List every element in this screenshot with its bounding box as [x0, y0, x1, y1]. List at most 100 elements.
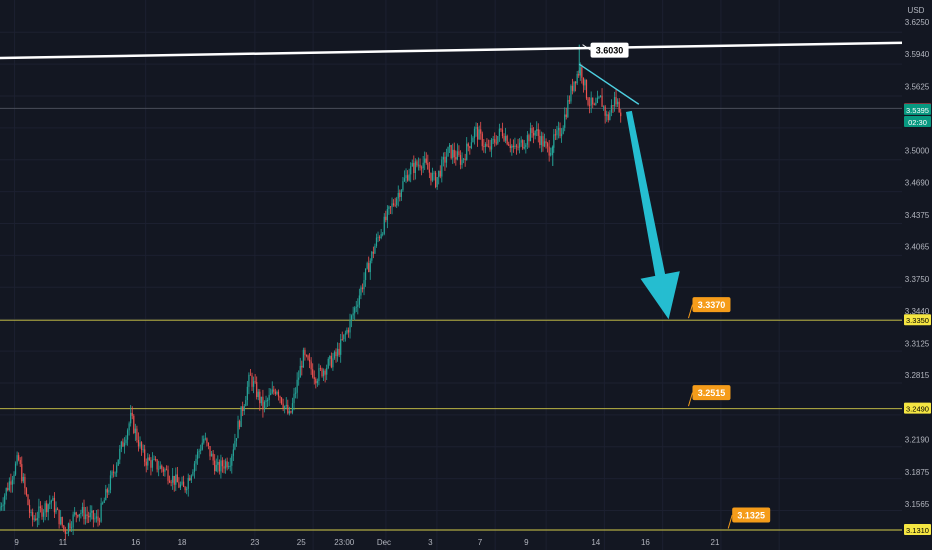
candle-body [310, 361, 312, 370]
candle-body [354, 307, 356, 314]
candle-body [134, 428, 136, 434]
candle-body [427, 162, 429, 170]
price-axis[interactable] [902, 0, 932, 550]
y-tick-label: 3.1565 [905, 500, 930, 509]
candle-body [209, 445, 211, 457]
candle-body [72, 514, 74, 528]
candle-body [84, 514, 87, 520]
candle-body [67, 523, 70, 533]
candle-body [542, 136, 544, 147]
y-tick-label: 3.3125 [905, 339, 930, 348]
candle-body [36, 518, 38, 521]
candle-body [425, 158, 427, 163]
candle-body [568, 100, 570, 102]
y-tick-label: 3.2190 [905, 436, 930, 445]
candle-body [344, 333, 346, 335]
candle-body [411, 163, 413, 167]
candle-body [257, 391, 259, 398]
candle-body [617, 101, 619, 105]
candle-body [125, 439, 127, 444]
candle-body [366, 263, 368, 269]
candle-body [400, 190, 402, 197]
candle-body [433, 172, 435, 174]
candle-body [478, 129, 480, 140]
candles [0, 44, 622, 541]
candle-body [494, 139, 496, 143]
candle-body [389, 206, 392, 208]
candle-body [182, 481, 185, 488]
candle-body [282, 403, 284, 409]
candle-body [0, 506, 3, 507]
candle-body [620, 112, 622, 117]
candle-body [615, 97, 617, 105]
candle-body [238, 421, 241, 427]
candle-body [388, 206, 390, 210]
horizontal-levels [0, 107, 932, 531]
candle-body [33, 518, 35, 520]
candle-body [148, 457, 150, 461]
candle-body [578, 73, 580, 76]
candle-body [119, 448, 121, 460]
candle-body [137, 439, 140, 447]
candle-body [585, 79, 588, 99]
candle-body [601, 95, 603, 107]
candle-body [39, 506, 42, 508]
candle-body [167, 469, 169, 481]
candle-body [514, 145, 516, 148]
annotation-label: 3.3370 [698, 300, 726, 310]
candle-body [315, 379, 317, 384]
candle-body [226, 461, 228, 468]
candle-body [548, 146, 550, 156]
candle-body [396, 198, 398, 206]
candle-body [49, 502, 51, 505]
candle-body [168, 480, 171, 483]
candle-body [53, 497, 56, 513]
y-tick-label: 3.2815 [905, 371, 930, 380]
candle-body [491, 139, 493, 150]
candle-body [128, 423, 130, 431]
y-tick-label: 3.5000 [905, 147, 930, 156]
candle-body [466, 143, 468, 161]
candle-body [422, 162, 424, 169]
y-tick-label: 3.6250 [905, 18, 930, 27]
candle-body [438, 170, 440, 178]
annotation-box [732, 507, 771, 523]
candle-body [50, 500, 52, 503]
candle-body [214, 460, 216, 472]
candle-body [13, 474, 15, 480]
candle-body [439, 170, 441, 177]
candle-body [596, 97, 598, 104]
candle-body [151, 459, 154, 468]
candle-body [575, 81, 577, 84]
candle-body [595, 103, 597, 105]
candle-body [497, 136, 499, 144]
candle-body [299, 365, 301, 378]
candle-body [133, 415, 135, 434]
candle-body [533, 132, 535, 136]
candle-body [260, 396, 262, 404]
candle-body [231, 455, 233, 466]
candle-body [517, 146, 519, 148]
y-tick-label: 3.1875 [905, 468, 930, 477]
candle-body [8, 481, 10, 491]
candle-body [410, 166, 412, 175]
candle-body [573, 81, 575, 91]
candle-body [526, 135, 528, 145]
candle-body [187, 477, 189, 489]
candle-body [52, 497, 54, 501]
candle-body [165, 469, 168, 471]
candle-body [500, 128, 502, 130]
x-tick-label: 3 [428, 538, 433, 547]
candle-body [220, 460, 222, 472]
candle-body [430, 172, 432, 181]
bearish-forecast-arrow [625, 110, 680, 320]
candle-body [105, 489, 107, 501]
candle-body [587, 98, 589, 105]
candle-body [217, 461, 219, 465]
candle-body [581, 67, 583, 78]
candle-body [501, 129, 504, 137]
candle-body [234, 440, 236, 450]
y-tick-label: 3.3440 [905, 307, 930, 316]
x-tick-label: 7 [478, 538, 483, 547]
